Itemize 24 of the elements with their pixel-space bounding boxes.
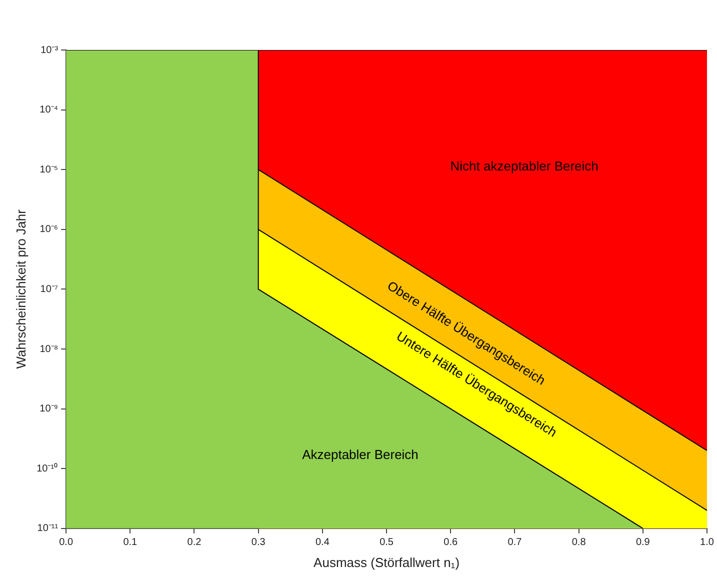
x-tick-label: 1.0	[700, 537, 714, 548]
x-tick-label: 0.7	[508, 537, 522, 548]
x-tick-label: 0.4	[315, 537, 330, 548]
x-tick-label: 0.6	[444, 537, 458, 548]
y-tick-label: 10⁻⁴	[40, 104, 58, 116]
x-tick-label: 0.9	[636, 537, 650, 548]
y-tick-label: 10⁻⁶	[40, 224, 58, 236]
x-tick-label: 0.0	[59, 537, 74, 548]
x-tick-label: 0.8	[572, 537, 586, 548]
y-tick-label: 10⁻¹¹	[37, 523, 59, 534]
x-tick-label: 0.2	[187, 537, 202, 548]
y-tick-label: 10⁻⁷	[40, 284, 58, 295]
y-tick-label: 10⁻¹⁰	[36, 462, 58, 474]
x-axis-title: Ausmass (Störfallwert n₁)	[314, 554, 460, 570]
annotation: Nicht akzeptabler Bereich	[450, 158, 598, 174]
annotation: Akzeptabler Bereich	[302, 446, 418, 462]
y-tick-label: 10⁻⁹	[40, 404, 58, 415]
y-tick-label: 10⁻⁸	[40, 344, 58, 355]
y-tick-label: 10⁻⁵	[40, 164, 58, 176]
x-tick-label: 0.5	[380, 537, 394, 548]
y-tick-label: 10⁻³	[40, 44, 59, 56]
x-tick-label: 0.1	[123, 537, 138, 548]
y-axis-title: Wahrscheinlichkeit pro Jahr	[13, 208, 28, 369]
x-tick-label: 0.3	[251, 537, 266, 548]
